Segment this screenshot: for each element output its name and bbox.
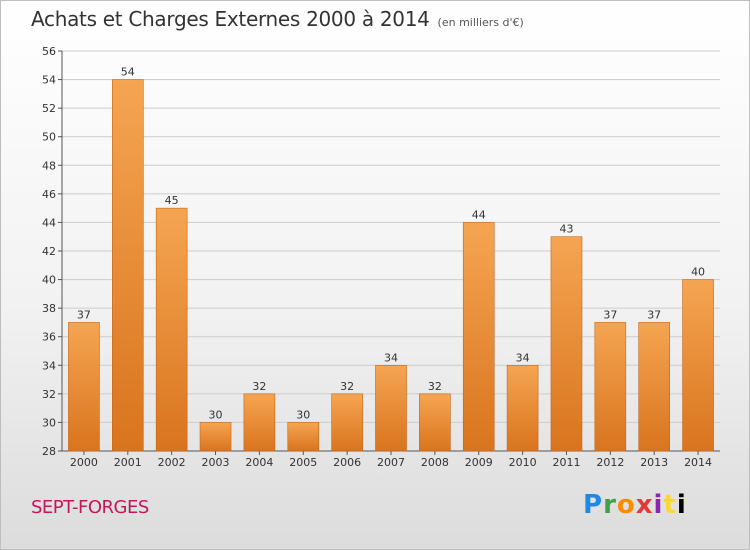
data-label-2013: 37 xyxy=(647,308,661,321)
y-tick-label: 40 xyxy=(42,274,56,287)
data-label-2009: 44 xyxy=(472,208,486,221)
y-tick-label: 42 xyxy=(42,245,56,258)
bar-2008 xyxy=(419,393,451,452)
proxiti-logo: Proxiti xyxy=(583,490,687,520)
y-tick-label: 36 xyxy=(42,331,56,344)
data-label-2011: 43 xyxy=(559,223,573,236)
y-tick-label: 54 xyxy=(42,74,56,87)
x-tick-label: 2008 xyxy=(421,456,449,469)
bar-2003 xyxy=(199,422,232,452)
x-tick-label: 2004 xyxy=(245,456,273,469)
y-tick-label: 48 xyxy=(42,159,56,172)
bar-2005 xyxy=(287,422,320,452)
x-tick-label: 2013 xyxy=(640,456,668,469)
bar-2010 xyxy=(506,364,539,452)
bar-2009 xyxy=(462,222,495,452)
data-label-2010: 34 xyxy=(516,351,530,364)
x-tick-label: 2001 xyxy=(114,456,142,469)
y-tick-label: 38 xyxy=(42,302,56,315)
data-label-2012: 37 xyxy=(603,308,617,321)
x-tick-label: 2010 xyxy=(509,456,537,469)
y-tick-label: 44 xyxy=(42,216,56,229)
bar-2013 xyxy=(638,322,671,452)
x-tick-label: 2011 xyxy=(552,456,580,469)
bar-2002 xyxy=(155,207,188,452)
x-tick-label: 2014 xyxy=(684,456,712,469)
place-name: SEPT-FORGES xyxy=(31,497,149,518)
chart-title-text: Achats et Charges Externes 2000 à 2014 xyxy=(31,7,430,31)
x-tick-label: 2005 xyxy=(289,456,317,469)
bar-2007 xyxy=(375,364,407,452)
x-tick-label: 2012 xyxy=(596,456,624,469)
data-label-2000: 37 xyxy=(77,308,91,321)
chart-unit: (en milliers d'€) xyxy=(437,16,524,29)
data-label-2001: 54 xyxy=(121,66,135,79)
chart-title: Achats et Charges Externes 2000 à 2014 (e… xyxy=(31,7,524,31)
data-label-2004: 32 xyxy=(252,380,266,393)
y-tick-label: 30 xyxy=(42,416,56,429)
bar-2000 xyxy=(68,322,100,452)
data-label-2008: 32 xyxy=(428,380,442,393)
data-label-2003: 30 xyxy=(209,408,223,421)
x-tick-label: 2000 xyxy=(70,456,98,469)
x-tick-label: 2003 xyxy=(202,456,230,469)
data-label-2005: 30 xyxy=(296,408,310,421)
bar-2004 xyxy=(243,393,276,452)
x-tick-label: 2009 xyxy=(465,456,493,469)
y-tick-label: 32 xyxy=(42,388,56,401)
y-tick-label: 56 xyxy=(42,45,56,58)
data-label-2006: 32 xyxy=(340,380,354,393)
x-tick-label: 2006 xyxy=(333,456,361,469)
y-tick-label: 52 xyxy=(42,102,56,115)
bars xyxy=(68,79,714,452)
x-tick-label: 2007 xyxy=(377,456,405,469)
y-tick-label: 28 xyxy=(42,445,56,458)
bar-2012 xyxy=(594,322,627,452)
data-label-2002: 45 xyxy=(165,194,179,207)
bar-2001 xyxy=(112,79,144,452)
bar-2011 xyxy=(550,236,583,452)
bar-2006 xyxy=(331,393,363,452)
bar-2014 xyxy=(682,279,714,452)
y-tick-label: 46 xyxy=(42,188,56,201)
x-tick-label: 2002 xyxy=(158,456,186,469)
labels: 28 30 32 34 36 38 40 42 44 46 48 50 52 54 56 37 2000 54 20… xyxy=(42,45,712,469)
y-tick-label: 50 xyxy=(42,131,56,144)
data-label-2007: 34 xyxy=(384,351,398,364)
y-tick-label: 34 xyxy=(42,359,56,372)
data-label-2014: 40 xyxy=(691,266,705,279)
